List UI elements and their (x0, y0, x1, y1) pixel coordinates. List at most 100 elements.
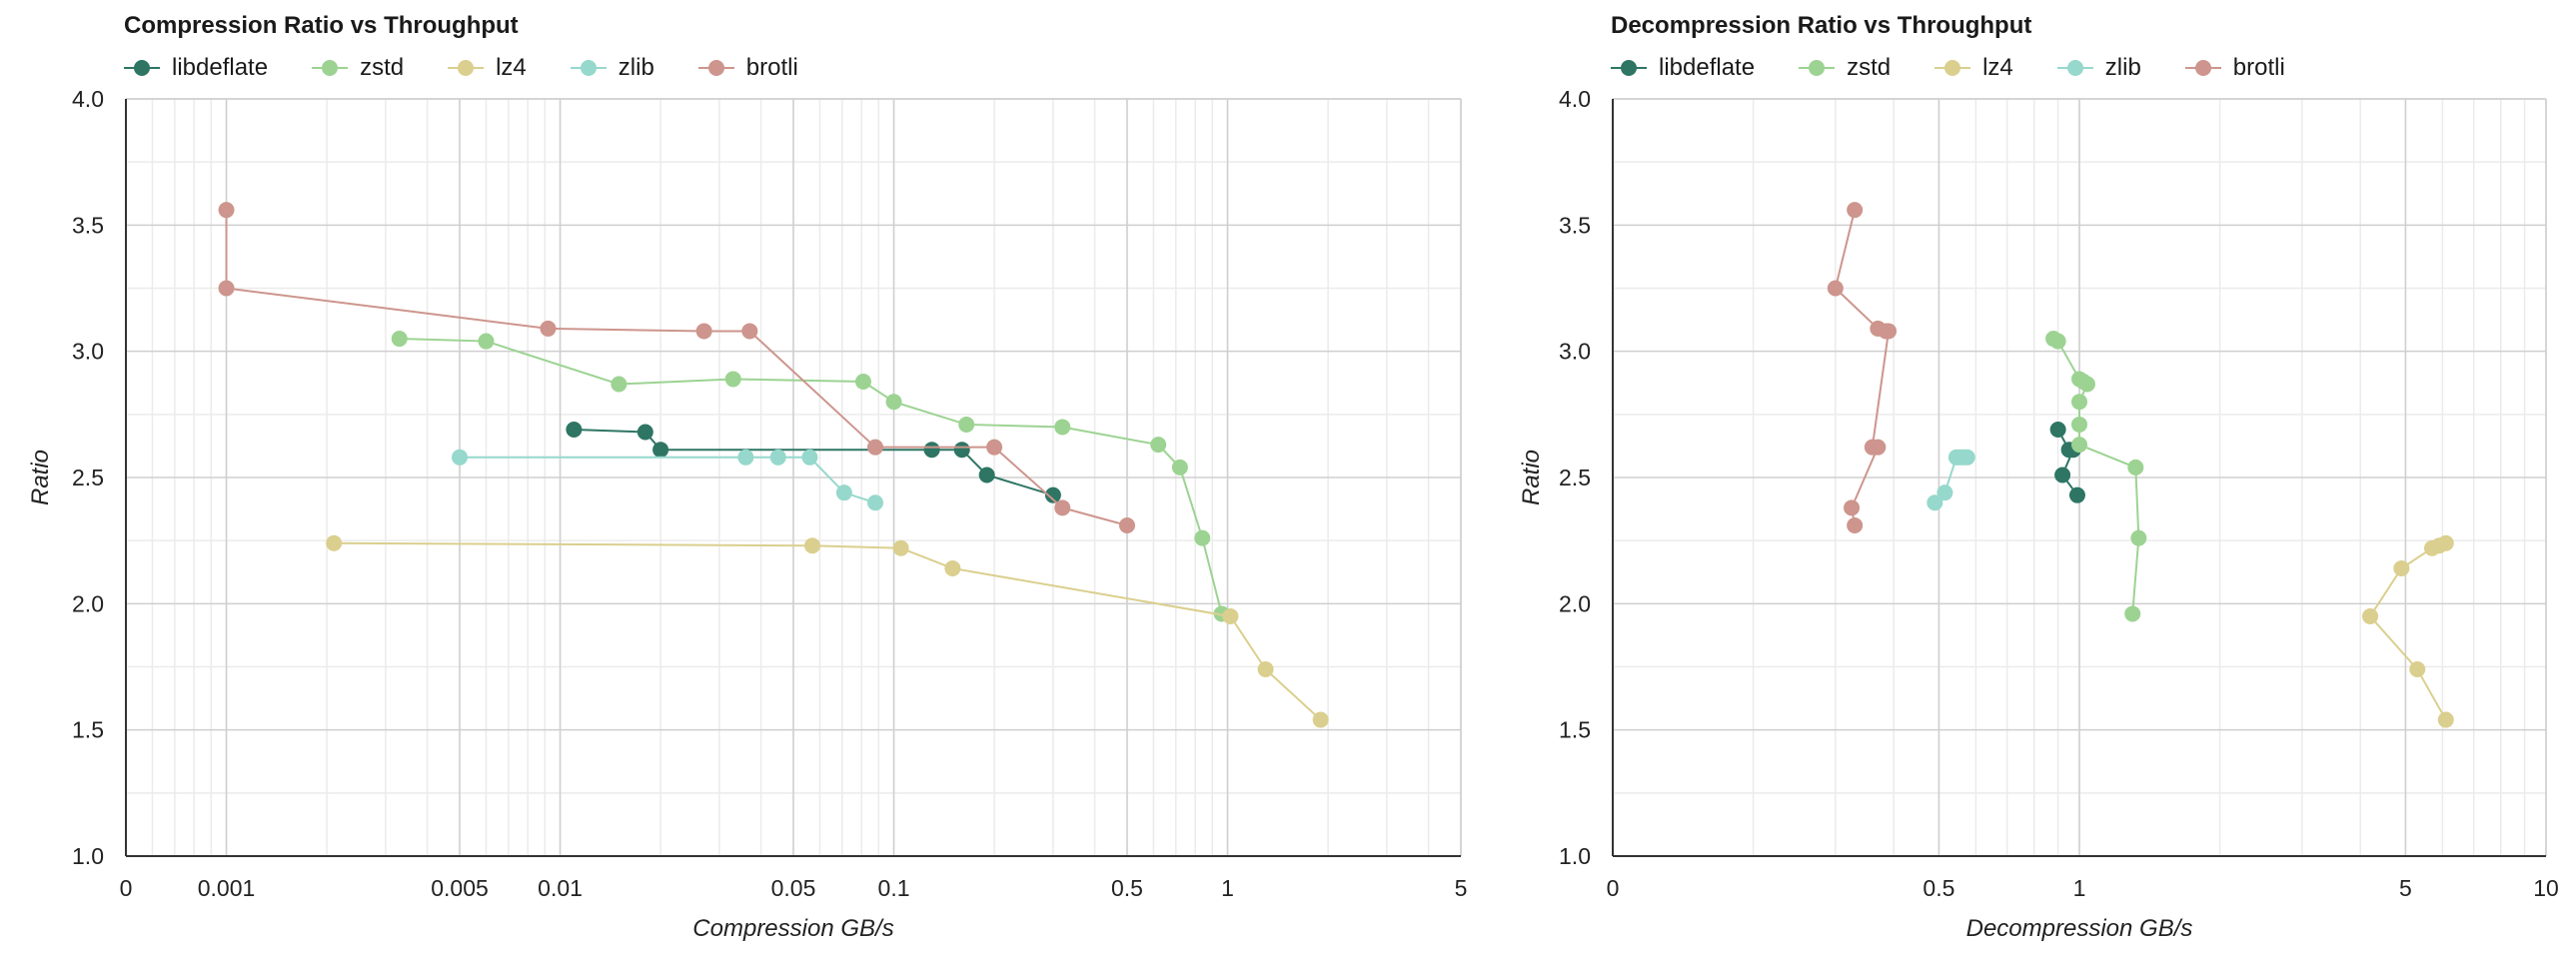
legend-item-zlib[interactable]: zlib (2056, 54, 2141, 82)
data-point-zstd (1054, 419, 1071, 436)
x-tick-label: 0.01 (538, 875, 583, 901)
data-point-zlib (1927, 494, 1943, 511)
legend-item-brotli[interactable]: brotli (2184, 54, 2285, 82)
chart-legend: libdeflate zstd lz4 zlib brotli (1611, 54, 2329, 82)
data-point-zstd (391, 331, 408, 348)
data-point-lz4 (2362, 607, 2379, 624)
data-point-brotli (1054, 499, 1071, 516)
legend-swatch (697, 58, 734, 78)
data-point-zstd (611, 376, 628, 393)
data-point-lz4 (2437, 711, 2454, 728)
y-tick-label: 2.0 (72, 590, 104, 616)
y-tick-label: 1.5 (72, 717, 104, 743)
legend-swatch (570, 58, 607, 78)
data-point-libdeflate (2049, 421, 2066, 438)
y-tick-label: 1.0 (72, 843, 104, 869)
data-point-zlib (801, 449, 818, 466)
x-axis-title: Decompression GB/s (1966, 915, 2193, 942)
legend-dot (322, 60, 339, 76)
legend-label: brotli (745, 54, 798, 81)
x-tick-label: 10 (2533, 875, 2559, 901)
data-point-lz4 (944, 559, 961, 576)
data-point-zstd (2127, 459, 2144, 476)
y-tick-label: 2.0 (1559, 590, 1591, 616)
legend-label: zstd (1847, 54, 1892, 81)
data-point-zstd (478, 333, 495, 350)
legend-item-lz4[interactable]: lz4 (1934, 54, 2013, 82)
y-tick-label: 1.5 (1559, 717, 1591, 743)
data-point-brotli (218, 202, 235, 219)
decompression-plot: 1.0 1.5 2.0 2.5 3.0 3.5 4.0 0 0.5 1 5 10 Decompressi… (1518, 86, 2559, 942)
legend-label: libdeflate (1659, 54, 1756, 81)
data-point-lz4 (2393, 559, 2410, 576)
data-point-brotli (1119, 517, 1135, 534)
data-point-brotli (1827, 280, 1844, 297)
data-point-libdeflate (953, 442, 970, 459)
data-point-libdeflate (637, 424, 653, 441)
legend-item-zstd[interactable]: zstd (312, 54, 404, 82)
data-point-zlib (867, 494, 884, 511)
x-tick-label: 0.5 (1923, 875, 1954, 901)
data-point-brotli (1881, 323, 1898, 340)
data-point-zlib (1947, 449, 1964, 466)
data-point-zstd (1171, 459, 1188, 476)
legend-label: zlib (618, 54, 654, 81)
legend-swatch (312, 58, 349, 78)
data-point-libdeflate (2054, 467, 2071, 483)
x-tick-label: 0.5 (1111, 875, 1143, 901)
data-point-libdeflate (923, 442, 940, 459)
legend-swatch (2056, 58, 2093, 78)
data-point-zlib (737, 449, 754, 466)
compression-chart-panel: Compression Ratio vs Throughput libdefla… (27, 12, 1467, 942)
x-tick-label: 5 (2399, 875, 2412, 901)
data-point-brotli (1847, 517, 1864, 534)
legend-item-libdeflate[interactable]: libdeflate (124, 54, 268, 82)
data-point-zlib (835, 484, 852, 501)
data-point-zstd (2071, 416, 2087, 433)
data-point-lz4 (804, 537, 821, 554)
data-point-brotli (741, 323, 758, 340)
legend-item-zstd[interactable]: zstd (1799, 54, 1891, 82)
x-tick-label: 0.05 (771, 875, 816, 901)
y-tick-label: 2.5 (1559, 465, 1591, 490)
data-point-libdeflate (2068, 486, 2085, 503)
y-tick-label: 3.5 (72, 212, 104, 238)
y-axis-title: Ratio (27, 450, 54, 505)
x-tick-label: 1 (1221, 875, 1234, 901)
legend-item-zlib[interactable]: zlib (570, 54, 654, 82)
data-point-brotli (1844, 499, 1861, 516)
series-line-zstd (399, 338, 1223, 614)
legend-item-libdeflate[interactable]: libdeflate (1611, 54, 1755, 82)
legend-dot (580, 60, 597, 76)
y-tick-label: 1.0 (1559, 843, 1591, 869)
x-tick-label: 0 (1607, 875, 1620, 901)
y-tick-label: 2.5 (72, 465, 104, 490)
data-point-zstd (885, 394, 902, 411)
data-point-lz4 (1312, 711, 1329, 728)
data-point-zlib (452, 449, 468, 466)
data-point-zstd (1150, 437, 1167, 454)
legend-label: zstd (360, 54, 405, 81)
x-axis-title: Compression GB/s (692, 915, 893, 942)
data-point-zstd (2130, 529, 2147, 546)
legend-swatch (124, 58, 160, 78)
legend-dot (2194, 60, 2211, 76)
data-point-zlib (769, 449, 786, 466)
legend-item-brotli[interactable]: brotli (697, 54, 798, 82)
data-point-lz4 (2409, 661, 2426, 678)
legend-label: lz4 (1982, 54, 2013, 81)
legend-dot (134, 60, 150, 76)
y-tick-label: 4.0 (1559, 86, 1591, 112)
data-point-zstd (1194, 529, 1211, 546)
compression-plot: 1.0 1.5 2.0 2.5 3.0 3.5 4.0 0 0.001 0.005 0.01 0.05… (27, 86, 1467, 942)
legend-dot (1621, 60, 1637, 76)
legend-label: zlib (2104, 54, 2141, 81)
legend-dot (458, 60, 475, 76)
legend-label: brotli (2232, 54, 2285, 81)
legend-item-lz4[interactable]: lz4 (448, 54, 527, 82)
data-point-lz4 (326, 534, 343, 551)
data-point-zstd (2049, 333, 2066, 350)
data-point-lz4 (892, 539, 909, 556)
chart-legend: libdeflate zstd lz4 zlib brotli (124, 54, 842, 82)
x-tick-label: 0.001 (198, 875, 256, 901)
